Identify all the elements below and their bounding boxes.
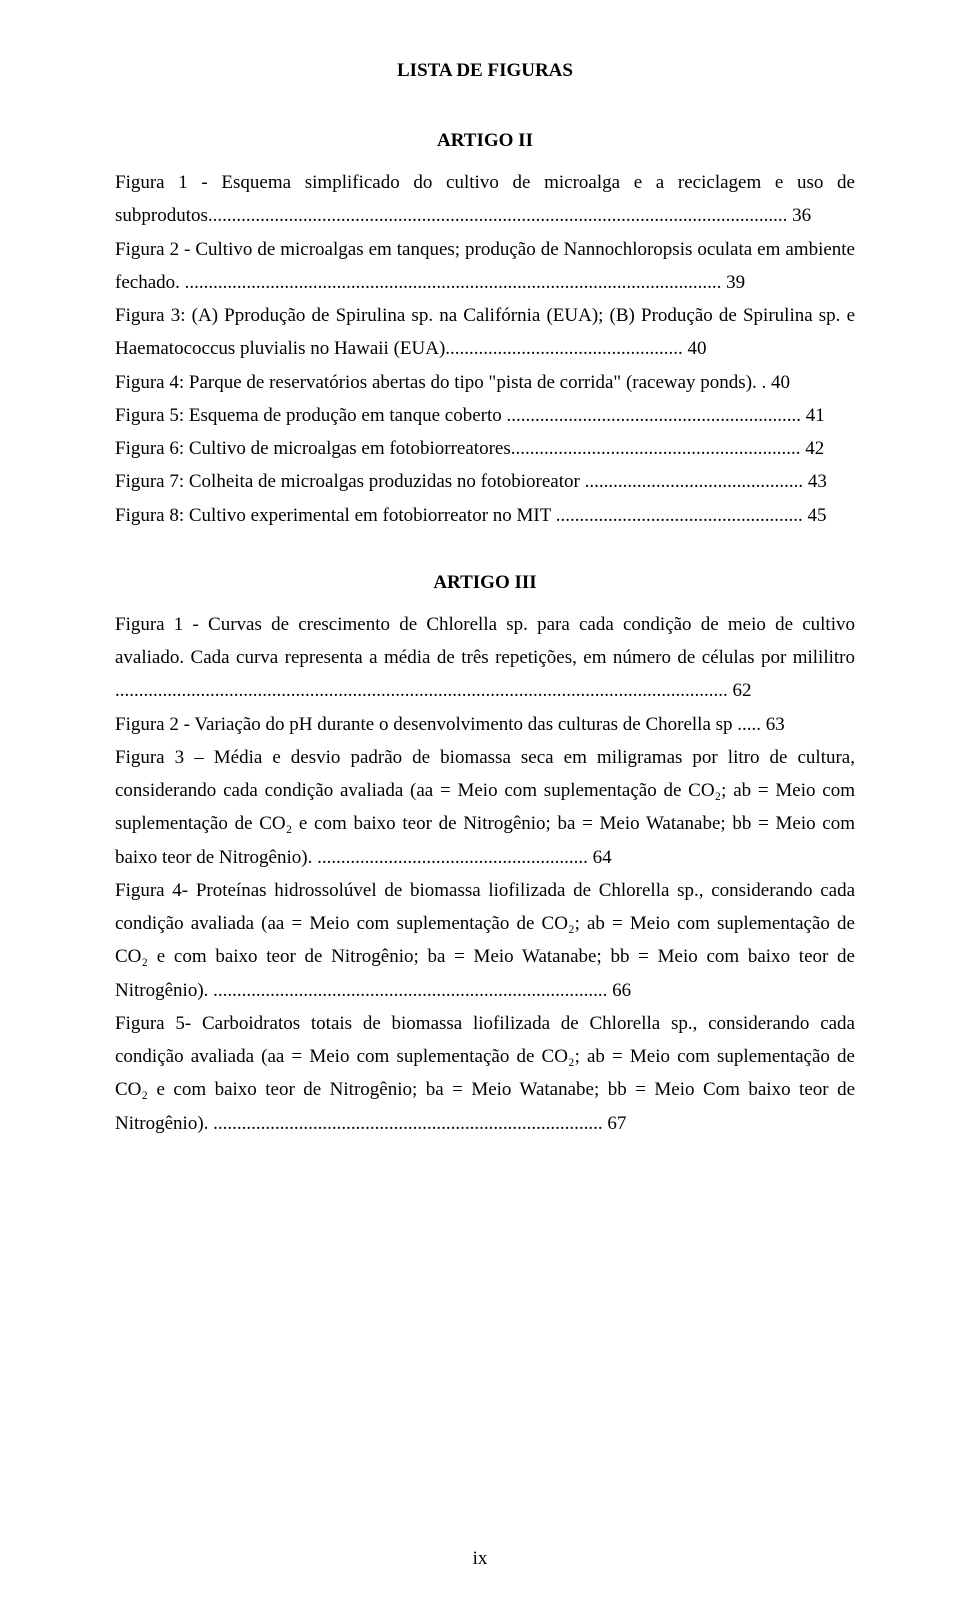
page-title: LISTA DE FIGURAS bbox=[115, 60, 855, 82]
section-heading-artigo-ii: ARTIGO II bbox=[115, 130, 855, 152]
toc-entry: Figura 3: (A) Pprodução de Spirulina sp.… bbox=[115, 299, 855, 366]
section-heading-artigo-iii: ARTIGO III bbox=[115, 572, 855, 594]
page-number: ix bbox=[0, 1548, 960, 1570]
toc-entry: Figura 4- Proteínas hidrossolúvel de bio… bbox=[115, 874, 855, 1007]
toc-entry: Figura 5- Carboidratos totais de biomass… bbox=[115, 1007, 855, 1140]
spacer bbox=[115, 532, 855, 572]
toc-entry: Figura 7: Colheita de microalgas produzi… bbox=[115, 465, 855, 498]
toc-entry: Figura 2 - Variação do pH durante o dese… bbox=[115, 708, 855, 741]
toc-entry: Figura 2 - Cultivo de microalgas em tanq… bbox=[115, 233, 855, 300]
toc-entry: Figura 1 - Esquema simplificado do culti… bbox=[115, 166, 855, 233]
toc-entry: Figura 5: Esquema de produção em tanque … bbox=[115, 399, 855, 432]
toc-entry: Figura 3 – Média e desvio padrão de biom… bbox=[115, 741, 855, 874]
toc-entry: Figura 4: Parque de reservatórios aberta… bbox=[115, 366, 855, 399]
toc-entry: Figura 1 - Curvas de crescimento de Chlo… bbox=[115, 608, 855, 708]
toc-entry: Figura 6: Cultivo de microalgas em fotob… bbox=[115, 432, 855, 465]
toc-entry: Figura 8: Cultivo experimental em fotobi… bbox=[115, 499, 855, 532]
